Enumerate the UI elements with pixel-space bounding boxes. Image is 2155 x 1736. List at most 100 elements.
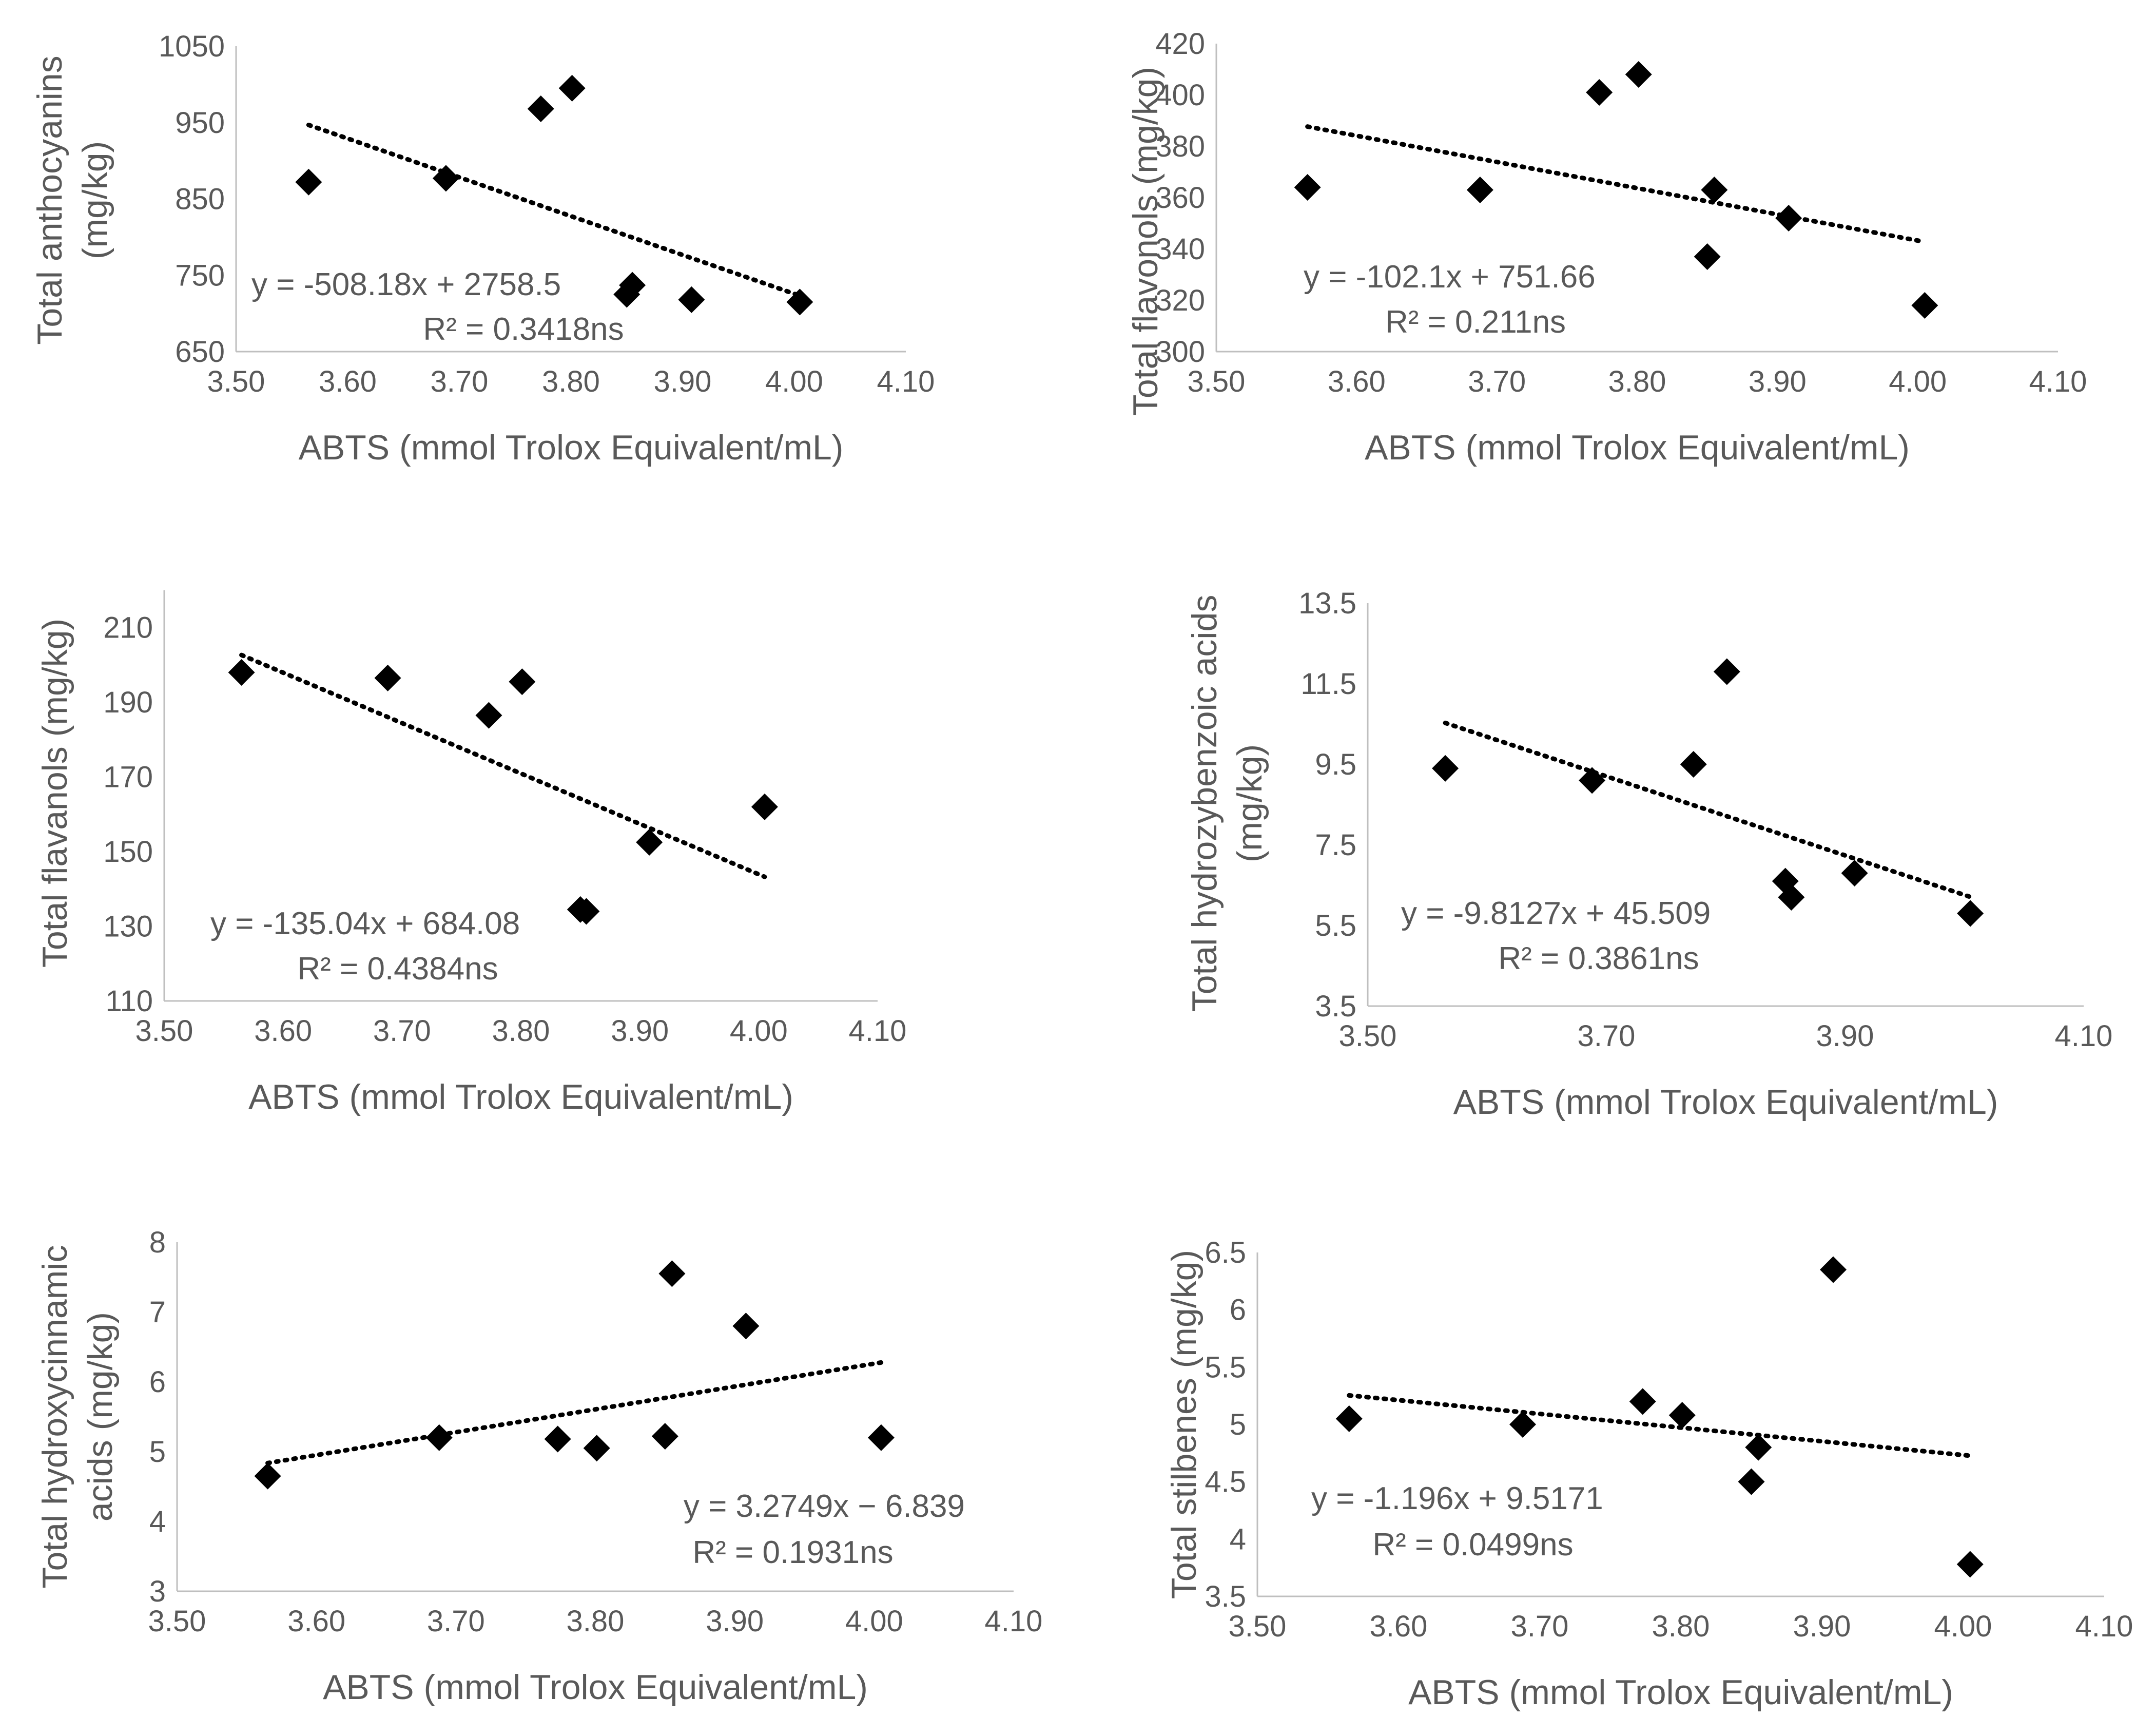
x-tick-label: 4.00	[845, 1605, 903, 1638]
chart-panel-2: 300 320 340 360 380 400 420 3.50 3.60 3.70 3.80 3.9…	[1126, 27, 2087, 467]
x-tick-label: 3.70	[1511, 1610, 1569, 1643]
data-point	[1586, 79, 1613, 106]
trendline-equation: y = 3.2749x − 6.839	[684, 1489, 965, 1524]
y-axis-label: acids (mg/kg)	[81, 1312, 120, 1521]
r-squared-label: R² = 0.1931ns	[692, 1535, 893, 1570]
x-tick-label: 4.10	[2029, 365, 2087, 398]
chart-panel-4: 3.5 5.5 7.5 9.5 11.5 13.5 3.50 3.70 3.90 4.10 ABTS…	[1185, 587, 2112, 1122]
y-tick-label: 7.5	[1315, 828, 1356, 862]
data-point	[1294, 174, 1321, 201]
y-tick-label: 13.5	[1298, 587, 1356, 620]
data-point	[678, 286, 705, 313]
y-axis-label: Total flavanols (mg/kg)	[35, 619, 74, 968]
x-tick-label: 4.10	[2055, 1019, 2113, 1053]
y-tick-label: 5	[1230, 1408, 1246, 1441]
x-axis-label: ABTS (mmol Trolox Equivalent/mL)	[323, 1668, 868, 1707]
y-tick-label: 7	[149, 1296, 166, 1329]
data-point	[786, 288, 813, 316]
y-tick-label: 6	[1230, 1294, 1246, 1327]
trendline-equation: y = -1.196x + 9.5171	[1311, 1481, 1603, 1516]
y-axis-label: Total hydrozybenzoic acids	[1185, 595, 1224, 1012]
x-tick-label: 3.60	[1370, 1610, 1428, 1643]
r-squared-label: R² = 0.4384ns	[297, 951, 498, 987]
y-tick-label: 1050	[159, 30, 225, 63]
y-axis-label: Total stilbenes (mg/kg)	[1164, 1250, 1203, 1599]
data-point	[1629, 1388, 1656, 1415]
x-tick-label: 3.90	[706, 1605, 764, 1638]
data-point	[254, 1462, 281, 1490]
y-tick-label: 4	[149, 1505, 166, 1538]
x-axis-label: ABTS (mmol Trolox Equivalent/mL)	[248, 1077, 793, 1116]
data-point	[1911, 292, 1938, 319]
y-tick-label: 950	[175, 106, 225, 140]
x-tick-label: 3.90	[654, 365, 712, 398]
y-tick-label: 190	[103, 686, 153, 719]
y-tick-label: 9.5	[1315, 748, 1356, 781]
y-tick-label: 300	[1155, 335, 1205, 369]
trendline-equation: y = -102.1x + 751.66	[1304, 259, 1596, 295]
data-point	[509, 668, 536, 696]
data-point	[228, 659, 255, 686]
trendline-equation: y = -9.8127x + 45.509	[1401, 896, 1711, 931]
x-axis-label: ABTS (mmol Trolox Equivalent/mL)	[299, 428, 844, 467]
y-tick-label: 5.5	[1315, 909, 1356, 942]
y-tick-label: 3	[149, 1575, 166, 1608]
data-point	[432, 165, 459, 192]
chart-panel-6: 3.5 4 4.5 5 5.5 6 6.5 3.50 3.60 3.70 3.80 3.90 4.00 4…	[1164, 1236, 2133, 1712]
data-point	[1335, 1405, 1363, 1432]
x-tick-label: 3.80	[542, 365, 600, 398]
y-tick-label: 6	[149, 1365, 166, 1399]
y-tick-label: 150	[103, 835, 153, 869]
data-point	[1432, 755, 1459, 782]
data-point	[1668, 1402, 1696, 1429]
trendline-equation: y = -508.18x + 2758.5	[251, 267, 561, 302]
data-point	[1956, 1551, 1984, 1578]
x-tick-label: 3.50	[148, 1605, 206, 1638]
x-tick-label: 3.70	[373, 1014, 431, 1048]
x-tick-label: 3.60	[319, 365, 377, 398]
y-tick-label: 3.5	[1205, 1580, 1246, 1613]
y-tick-label: 5.5	[1205, 1351, 1246, 1384]
x-tick-label: 3.70	[427, 1605, 485, 1638]
y-tick-label: 170	[103, 761, 153, 794]
y-tick-label: 400	[1155, 79, 1205, 112]
x-tick-label: 3.90	[611, 1014, 669, 1048]
data-point	[475, 702, 502, 729]
x-tick-label: 4.10	[985, 1605, 1043, 1638]
x-tick-label: 3.90	[1816, 1019, 1874, 1053]
data-point	[425, 1424, 453, 1451]
x-tick-label: 3.50	[1188, 365, 1246, 398]
data-point	[867, 1424, 895, 1451]
x-tick-label: 3.90	[1749, 365, 1807, 398]
x-tick-label: 3.80	[1608, 365, 1666, 398]
x-tick-label: 3.80	[492, 1014, 550, 1048]
data-point	[636, 828, 663, 856]
y-tick-label: 210	[103, 611, 153, 645]
y-tick-label: 750	[175, 259, 225, 292]
r-squared-label: R² = 0.211ns	[1385, 304, 1566, 340]
x-tick-label: 3.60	[287, 1605, 345, 1638]
data-point	[1713, 658, 1740, 685]
data-point	[1820, 1256, 1847, 1283]
x-tick-label: 3.50	[1339, 1019, 1397, 1053]
chart-panel-3: 110 130 150 170 190 210 3.50 3.60 3.70 3.80 3.90 4.…	[35, 590, 906, 1116]
trendline	[306, 122, 802, 298]
r-squared-label: R² = 0.0499ns	[1372, 1527, 1573, 1563]
data-point	[544, 1425, 571, 1453]
y-tick-label: 360	[1155, 181, 1205, 215]
y-tick-label: 6.5	[1205, 1236, 1246, 1269]
y-axis-label: (mg/kg)	[75, 141, 114, 259]
y-axis-label: Total hydroxycinnamic	[35, 1245, 74, 1589]
y-tick-label: 420	[1155, 27, 1205, 61]
y-tick-label: 650	[175, 335, 225, 369]
data-point	[583, 1435, 610, 1462]
data-point	[1738, 1468, 1765, 1495]
data-point	[1841, 859, 1868, 886]
trendline	[1347, 1393, 1973, 1458]
x-tick-label: 3.50	[135, 1014, 193, 1048]
data-point	[558, 74, 586, 102]
x-tick-label: 3.80	[567, 1605, 625, 1638]
x-tick-label: 3.80	[1652, 1610, 1710, 1643]
x-axis-label: ABTS (mmol Trolox Equivalent/mL)	[1408, 1673, 1953, 1712]
